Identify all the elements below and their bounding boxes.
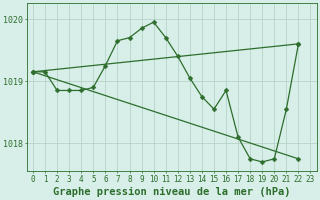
X-axis label: Graphe pression niveau de la mer (hPa): Graphe pression niveau de la mer (hPa) bbox=[53, 186, 291, 197]
